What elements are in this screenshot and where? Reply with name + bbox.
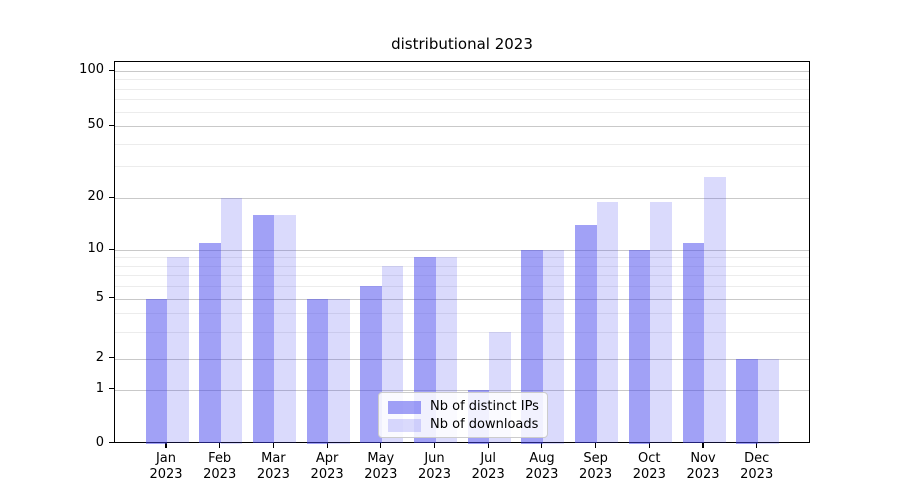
x-axis-tick [165,443,167,448]
gridline-major [115,198,809,199]
gridline-minor [115,313,809,315]
gridline-minor [115,79,809,81]
bar-distinct-ips-sep [575,224,597,444]
bar-downloads-apr [328,298,350,444]
bar-distinct-ips-oct [628,250,651,444]
legend-item-downloads: Nb of downloads [388,418,547,432]
x-tick-label: Jan 2023 [149,451,183,482]
y-tick-label: 5 [95,289,104,305]
gridline-minor [115,331,809,333]
x-tick-label: Feb 2023 [203,451,237,482]
gridline-major [115,358,809,360]
bar-downloads-oct [650,201,672,444]
y-tick-label: 2 [95,349,104,365]
gridline-major [115,298,809,300]
gridline-major [115,389,809,391]
x-tick-label: Mar 2023 [256,451,290,482]
bar-downloads-aug [542,250,565,444]
bar-distinct-ips-jan [145,298,167,444]
bar-downloads-sep [596,201,619,444]
y-axis-tick [109,357,114,359]
y-axis-tick [109,442,114,444]
gridline-minor [115,265,809,267]
x-axis-tick [380,443,382,448]
gridline-major [115,126,809,127]
x-tick-label: Apr 2023 [310,451,344,482]
bar-distinct-ips-apr [306,298,329,444]
x-tick-label: Nov 2023 [686,451,720,482]
x-axis-tick [219,443,221,448]
y-axis-tick [109,297,114,299]
x-axis-tick [433,443,436,448]
y-tick-label: 100 [79,62,104,77]
gridline-minor [115,257,809,259]
y-axis-tick [109,124,114,126]
x-tick-label: Aug 2023 [525,451,559,482]
y-axis-tick [109,69,114,71]
bar-distinct-ips-mar [252,214,275,444]
gridline-major [115,250,809,251]
gridline-minor [115,111,809,113]
y-axis-tick [109,196,114,198]
bar-distinct-ips-nov [682,242,704,444]
legend-label-distinct-ips: Nb of distinct IPs [430,399,539,414]
bar-distinct-ips-dec [736,358,758,444]
x-axis-tick [487,443,489,448]
x-tick-label: Jul 2023 [471,451,505,482]
gridline-minor [115,166,809,168]
x-tick-label: May 2023 [364,451,398,482]
y-tick-label: 20 [87,189,104,204]
gridline-minor [115,143,809,145]
x-tick-label: Oct 2023 [632,451,666,482]
bar-downloads-jan [167,257,189,444]
gridline-minor [115,88,809,90]
x-axis-tick [272,443,274,448]
bar-downloads-mar [274,214,296,444]
y-tick-label: 0 [95,434,104,450]
plot-area [114,61,810,444]
legend-item-distinct-ips: Nb of distinct IPs [388,400,547,414]
gridline-minor [115,99,809,101]
y-tick-label: 1 [95,380,104,396]
bar-downloads-feb [220,198,243,444]
bar-downloads-dec [757,358,780,444]
bar-distinct-ips-feb [199,242,221,444]
y-axis-tick [109,388,114,390]
x-axis-tick [756,443,758,448]
x-axis-tick [595,443,597,448]
gridline-minor [115,274,809,276]
legend-label-downloads: Nb of downloads [430,417,539,432]
x-tick-label: Jun 2023 [417,451,452,482]
legend: Nb of distinct IPs Nb of downloads [378,392,548,438]
legend-swatch-distinct-ips [388,400,421,414]
bar-distinct-ips-may [360,285,382,444]
chart-title: distributional 2023 [391,35,533,53]
x-tick-label: Dec 2023 [740,451,774,482]
bar-downloads-nov [704,177,726,444]
x-axis-tick [541,443,543,448]
gridline-minor [115,285,809,287]
x-tick-label: Sep 2023 [579,451,613,482]
y-tick-label: 10 [87,241,104,256]
x-axis-tick [702,443,704,448]
gridline-major [115,71,809,72]
y-tick-label: 50 [87,117,104,132]
x-axis-tick [648,443,650,448]
y-axis-tick [109,248,114,250]
legend-swatch-downloads [388,418,421,432]
x-axis-tick [326,443,328,448]
